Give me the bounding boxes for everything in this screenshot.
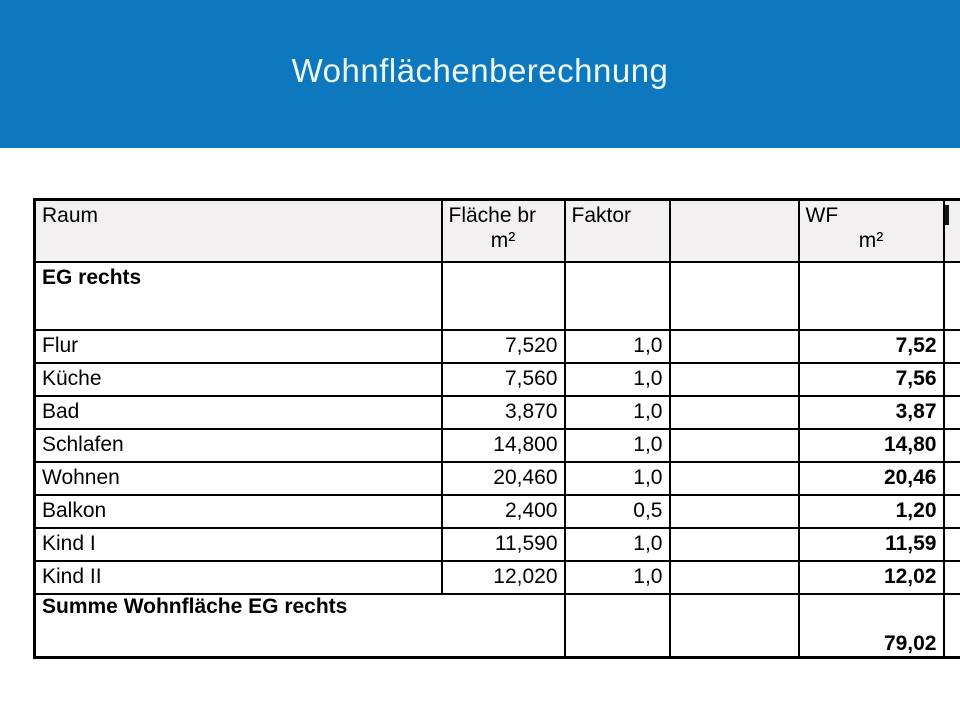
cell-wf: 14,80 [797, 427, 945, 463]
cell-raum: Flur [33, 328, 443, 364]
cell-empty [668, 394, 800, 430]
cell-flaeche: 3,870 [440, 394, 566, 430]
cell-empty [668, 427, 800, 463]
table-row: Balkon 2,400 0,5 1,20 [33, 493, 960, 529]
cell-faktor: 1,0 [563, 328, 671, 364]
table-row: Kind I 11,590 1,0 11,59 [33, 526, 960, 562]
title-band: Wohnflächenberechnung [0, 0, 960, 148]
table-row: Kind II 12,020 1,0 12,02 [33, 559, 960, 595]
table-row: Flur 7,520 1,0 7,52 [33, 328, 960, 364]
cell-wf: 11,59 [797, 526, 945, 562]
cell-raum: Kind I [33, 526, 443, 562]
table-row: Küche 7,560 1,0 7,56 [33, 361, 960, 397]
cell-flaeche: 7,520 [440, 328, 566, 364]
cell-wf: 12,02 [797, 559, 945, 595]
slide-title: Wohnflächenberechnung [291, 52, 669, 89]
header-unit: m² [490, 229, 516, 252]
table-row: Wohnen 20,460 1,0 20,46 [33, 460, 960, 496]
cell-raum: Kind II [33, 559, 443, 595]
cell-wf: 20,46 [797, 460, 945, 496]
cell-raum: Schlafen [33, 427, 443, 463]
section-row: EG rechts [33, 260, 960, 331]
cell-faktor: 1,0 [563, 526, 671, 562]
cell-raum: Wohnen [33, 460, 443, 496]
header-label: WF [805, 204, 839, 227]
cell-faktor: 1,0 [563, 460, 671, 496]
summary-wf-value: 79,02 [797, 592, 945, 659]
table-row: Bad 3,870 1,0 3,87 [33, 394, 960, 430]
table-row: Schlafen 14,800 1,0 14,80 [33, 427, 960, 463]
cell-flaeche: 20,460 [440, 460, 566, 496]
table-header-row: Raum Fläche br m² Faktor WF m² [33, 198, 960, 263]
header-cell-flaeche: Fläche br m² [440, 198, 566, 263]
cell-flaeche: 7,560 [440, 361, 566, 397]
cell-raum: Küche [33, 361, 443, 397]
cell-empty [668, 526, 800, 562]
cell-empty [668, 328, 800, 364]
clipped-letter-stroke [945, 205, 949, 225]
section-label: EG rechts [33, 260, 443, 331]
cell-faktor: 0,5 [563, 493, 671, 529]
wohnflaeche-table: Raum Fläche br m² Faktor WF m² EG rechts [33, 198, 960, 659]
header-unit: m² [858, 229, 884, 252]
cell-flaeche: 14,800 [440, 427, 566, 463]
summary-row: Summe Wohnfläche EG rechts 79,02 [33, 592, 960, 659]
cell-empty [668, 361, 800, 397]
header-cell-faktor: Faktor [563, 198, 671, 263]
cell-faktor: 1,0 [563, 427, 671, 463]
cell-flaeche: 2,400 [440, 493, 566, 529]
cell-raum: Balkon [33, 493, 443, 529]
cell-faktor: 1,0 [563, 559, 671, 595]
header-label: Raum [42, 204, 99, 227]
header-cell-empty [668, 198, 800, 263]
header-label: Fläche br [448, 204, 537, 227]
summary-label: Summe Wohnfläche EG rechts [33, 592, 566, 659]
cell-wf: 3,87 [797, 394, 945, 430]
cell-raum: Bad [33, 394, 443, 430]
cell-flaeche: 11,590 [440, 526, 566, 562]
cell-faktor: 1,0 [563, 394, 671, 430]
cell-empty [668, 559, 800, 595]
header-cell-wf: WF m² [797, 198, 945, 263]
cell-faktor: 1,0 [563, 361, 671, 397]
cell-wf: 7,56 [797, 361, 945, 397]
cell-empty [668, 460, 800, 496]
cell-wf: 1,20 [797, 493, 945, 529]
header-cell-raum: Raum [33, 198, 443, 263]
cell-flaeche: 12,020 [440, 559, 566, 595]
header-label: Faktor [571, 204, 632, 227]
cell-empty [668, 493, 800, 529]
cell-wf: 7,52 [797, 328, 945, 364]
